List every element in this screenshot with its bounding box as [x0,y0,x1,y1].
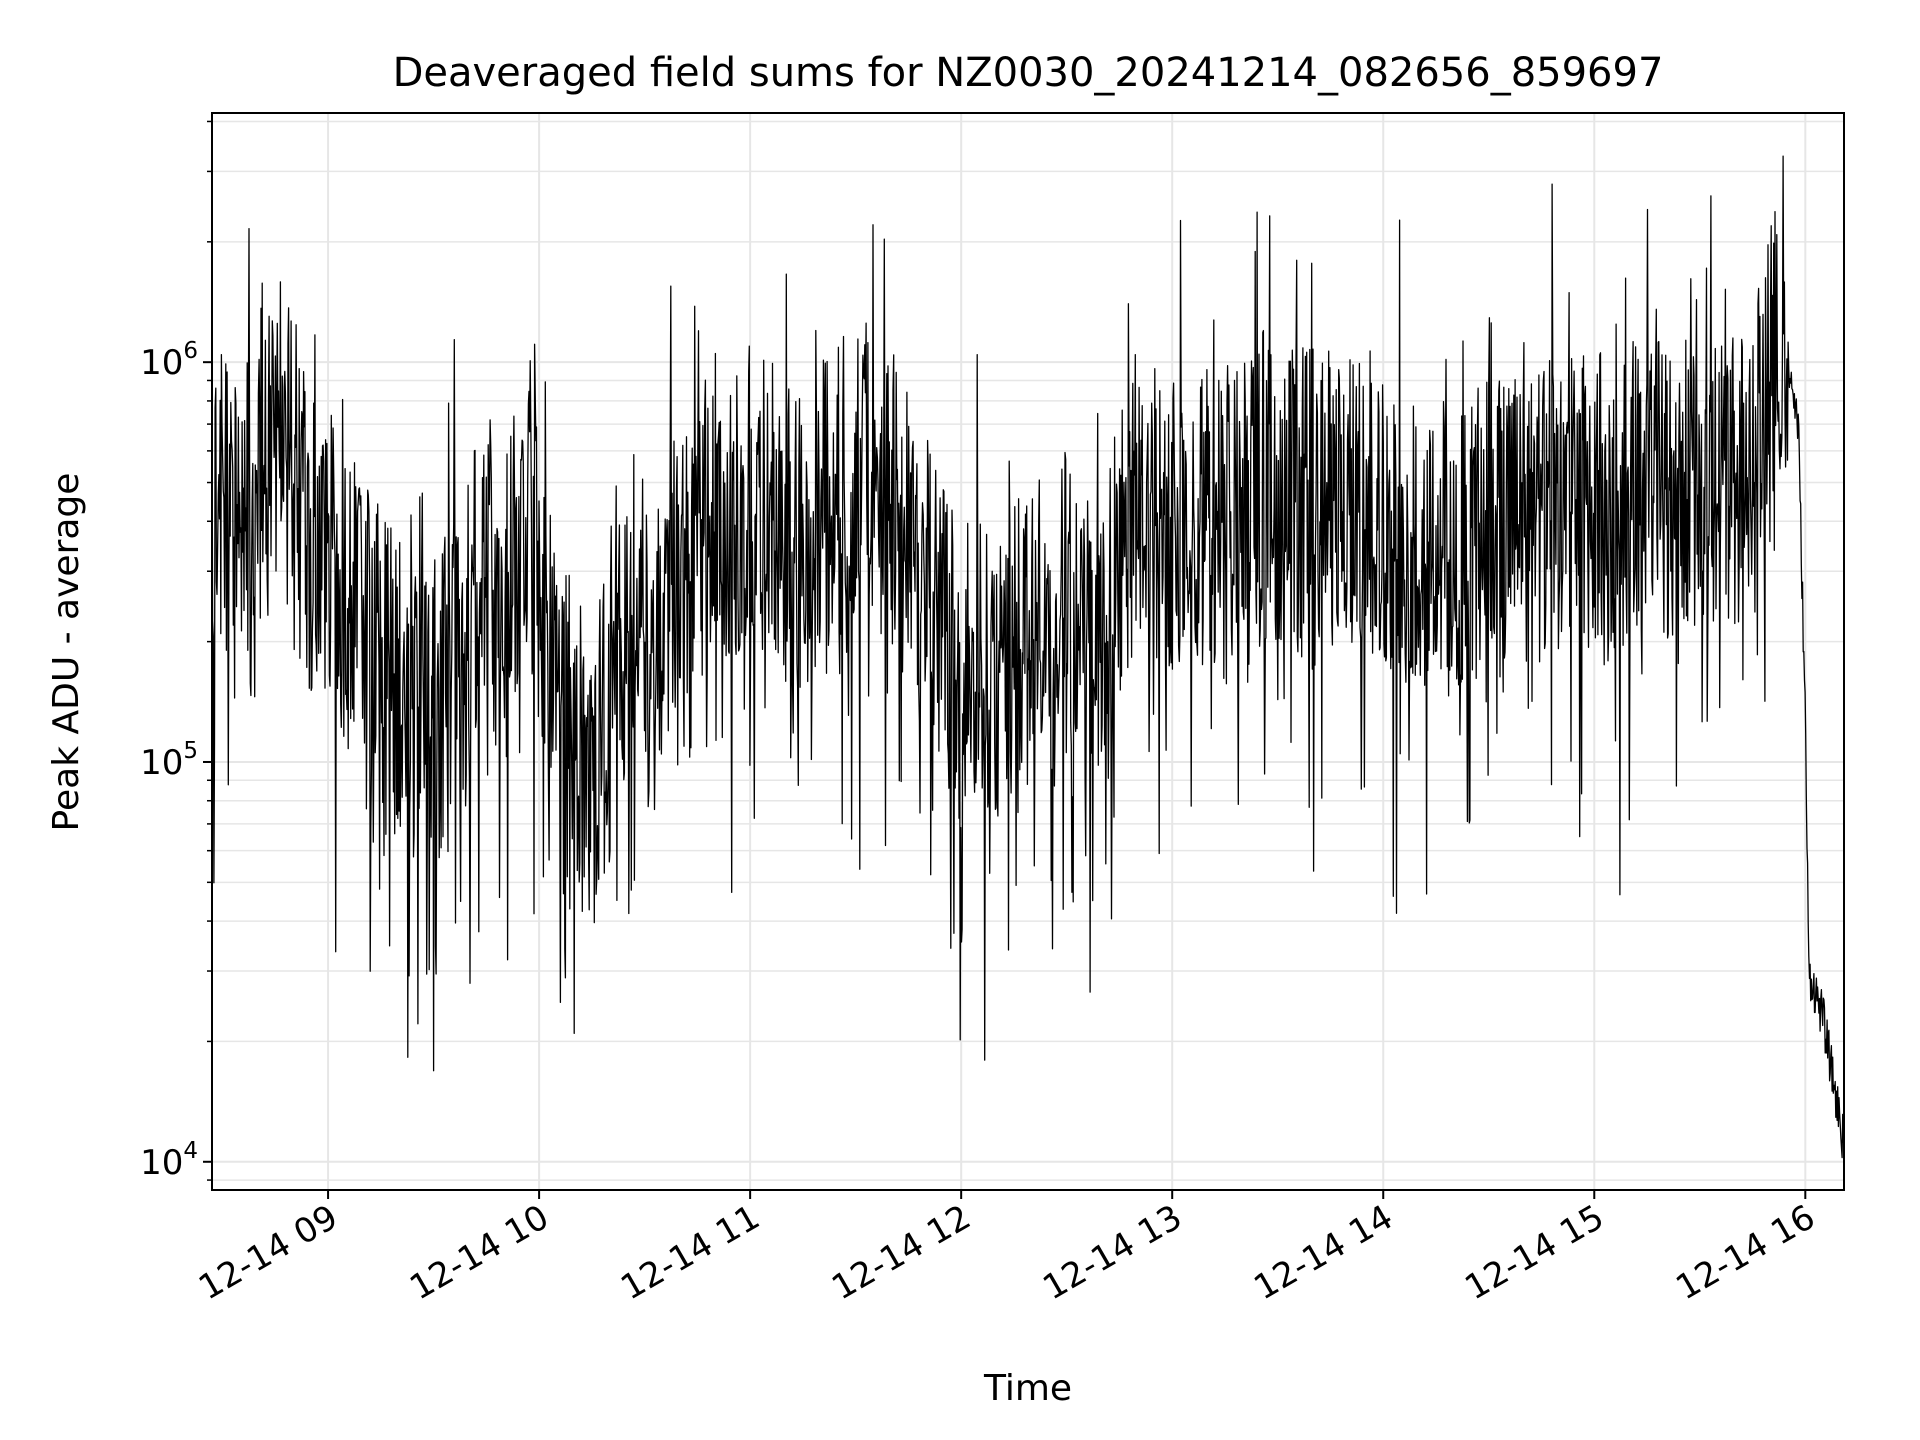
plot-frame [211,112,1845,1191]
y-axis-label: Peak ADU - average [46,473,87,832]
y-tick-label: 105 [140,738,198,783]
x-axis-label: Time [983,1368,1072,1409]
y-tick-label: 106 [140,338,198,383]
chart-title: Deaveraged field sums for NZ0030_2024121… [393,50,1664,96]
y-tick-label: 104 [140,1138,198,1183]
series-line [211,155,1845,1159]
y-axis: 104 105 106 [140,120,212,1183]
